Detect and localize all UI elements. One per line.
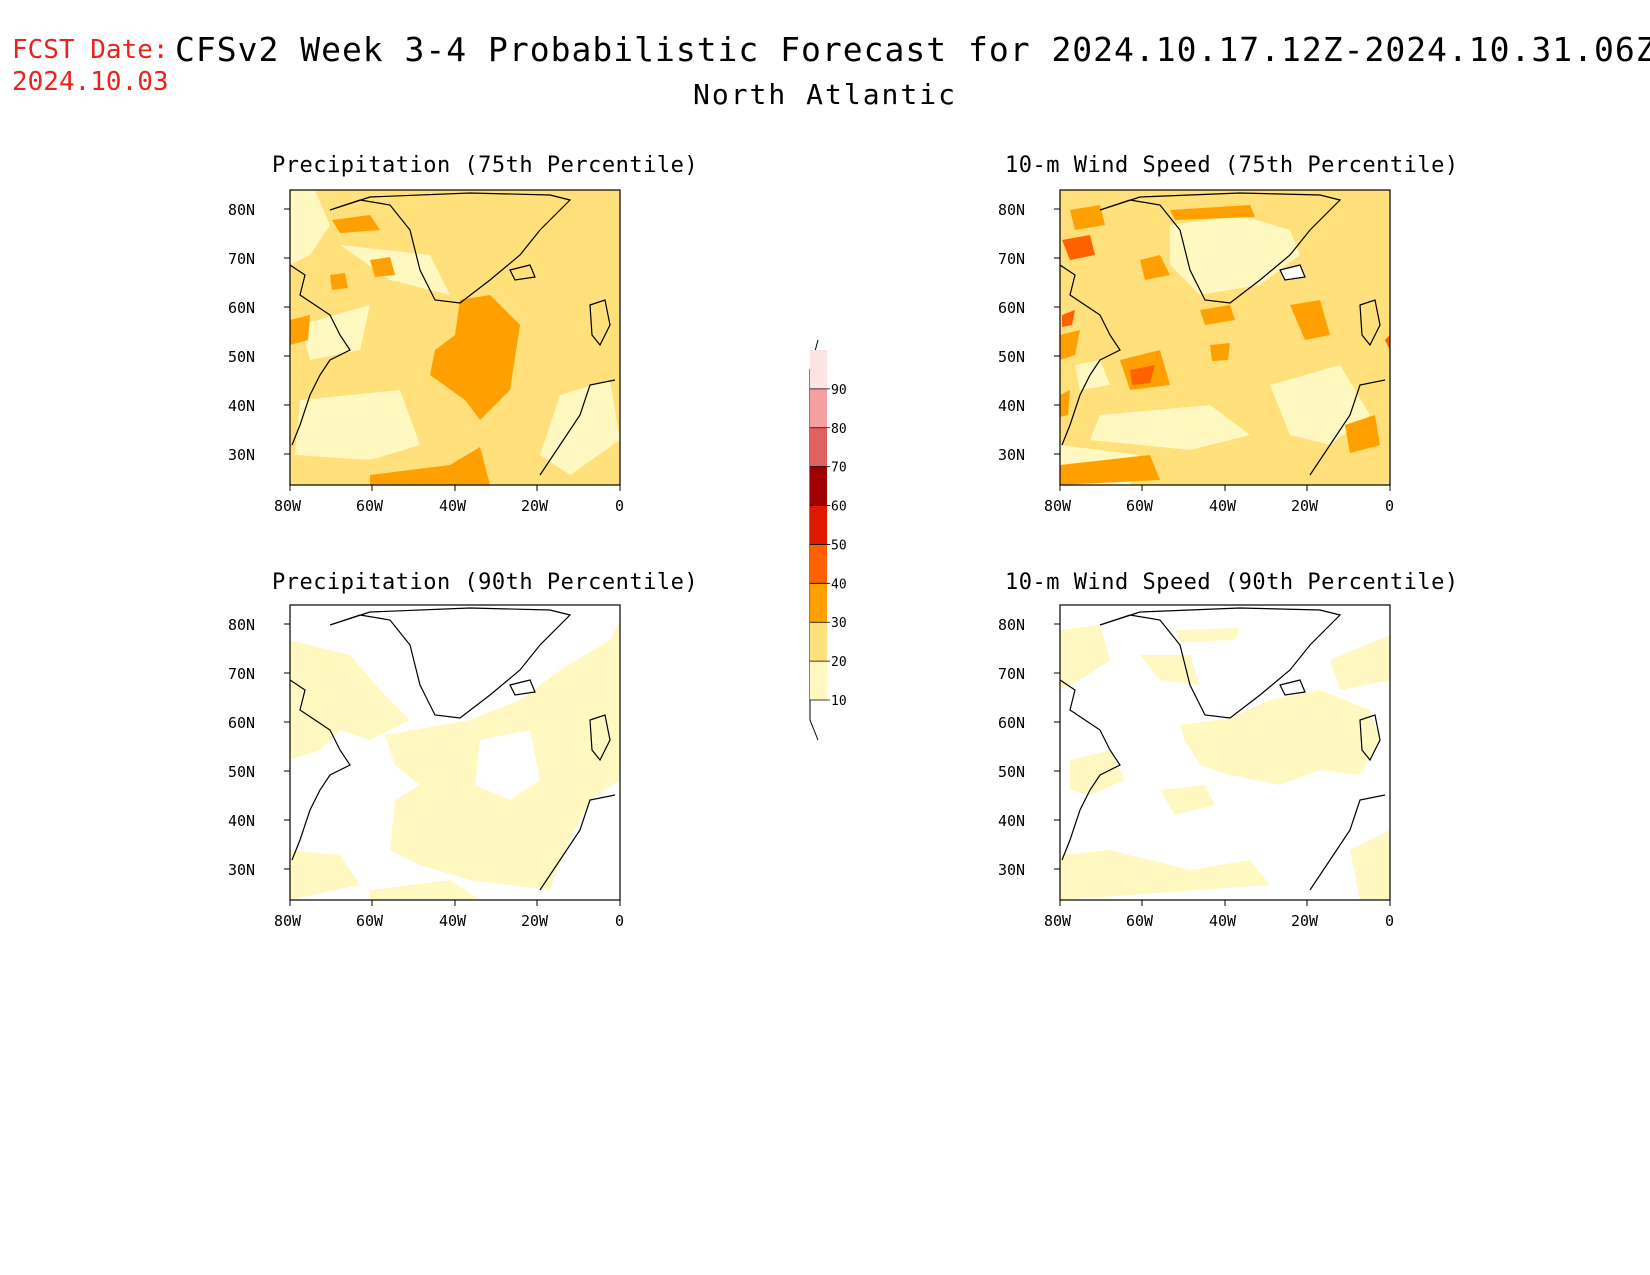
colorbar-box-3 xyxy=(810,544,827,584)
lat-tick-40n: 40N xyxy=(998,397,1025,415)
forecast-date-block: FCST Date: 2024.10.03 xyxy=(12,34,169,98)
colorbar-box-0 xyxy=(810,661,827,700)
colorbar-label-20: 20 xyxy=(831,655,847,670)
lat-tick-30n: 30N xyxy=(228,861,255,879)
lon-tick-80w: 80W xyxy=(1044,497,1072,515)
colorbar-label-60: 60 xyxy=(831,500,847,515)
lat-tick-60n: 60N xyxy=(998,299,1025,317)
colorbar-box-7 xyxy=(810,388,827,428)
colorbar-label-70: 70 xyxy=(831,461,847,476)
lat-tick-70n: 70N xyxy=(998,665,1025,683)
colorbar-label-80: 80 xyxy=(831,422,847,437)
lat-tick-40n: 40N xyxy=(228,397,255,415)
colorbar-label-50: 50 xyxy=(831,538,847,553)
lon-tick-80w: 80W xyxy=(274,912,302,930)
lon-axis: 80W 60W 40W 20W 0 xyxy=(274,485,624,515)
map-wind-75: 80N 70N 60N 50N 40N 30N 80W 60W 40W 20W … xyxy=(998,189,1394,515)
lon-tick-80w: 80W xyxy=(1044,912,1072,930)
lon-tick-40w: 40W xyxy=(1209,497,1237,515)
colorbar-label-40: 40 xyxy=(831,577,847,592)
lon-tick-0: 0 xyxy=(1385,912,1394,930)
lon-tick-20w: 20W xyxy=(521,912,549,930)
fcst-date-value: 2024.10.03 xyxy=(12,67,169,97)
lon-tick-40w: 40W xyxy=(439,497,467,515)
lon-tick-40w: 40W xyxy=(1209,912,1237,930)
region-title: North Atlantic xyxy=(692,78,957,111)
colorbar-box-1 xyxy=(810,622,827,662)
panel-title-wind-75: 10-m Wind Speed (75th Percentile) xyxy=(1005,153,1459,178)
panel-title-wind-90: 10-m Wind Speed (90th Percentile) xyxy=(1005,570,1459,595)
lat-tick-50n: 50N xyxy=(228,763,255,781)
lon-axis: 80W 60W 40W 20W 0 xyxy=(274,900,624,930)
lat-tick-70n: 70N xyxy=(228,250,255,268)
lat-tick-80n: 80N xyxy=(228,201,255,219)
map-precip-90: 80N 70N 60N 50N 40N 30N 80W 60W 40W 20W … xyxy=(228,604,624,930)
lon-tick-0: 0 xyxy=(615,912,624,930)
lat-tick-60n: 60N xyxy=(998,714,1025,732)
lon-tick-60w: 60W xyxy=(356,497,384,515)
lat-tick-60n: 60N xyxy=(228,299,255,317)
lat-tick-50n: 50N xyxy=(998,348,1025,366)
lat-tick-70n: 70N xyxy=(228,665,255,683)
colorbar-label-10: 10 xyxy=(831,694,847,709)
lat-tick-80n: 80N xyxy=(998,201,1025,219)
lat-tick-80n: 80N xyxy=(228,616,255,634)
lon-tick-60w: 60W xyxy=(1126,497,1154,515)
fcst-date-label: FCST Date: xyxy=(12,35,169,65)
panel-title-precip-90: Precipitation (90th Percentile) xyxy=(272,570,699,595)
lon-tick-0: 0 xyxy=(1385,497,1394,515)
lat-tick-30n: 30N xyxy=(228,446,255,464)
lat-tick-40n: 40N xyxy=(228,812,255,830)
lon-tick-20w: 20W xyxy=(1291,497,1319,515)
lat-axis: 80N 70N 60N 50N 40N 30N xyxy=(228,201,290,464)
lat-tick-70n: 70N xyxy=(998,250,1025,268)
colorbar: 10 20 30 40 50 60 70 80 90 xyxy=(809,339,847,741)
lat-tick-50n: 50N xyxy=(998,763,1025,781)
figure-title: CFSv2 Week 3-4 Probabilistic Forecast fo… xyxy=(175,30,1650,69)
lon-tick-60w: 60W xyxy=(356,912,384,930)
lat-axis: 80N 70N 60N 50N 40N 30N xyxy=(998,201,1060,464)
lat-tick-30n: 30N xyxy=(998,446,1025,464)
lon-tick-40w: 40W xyxy=(439,912,467,930)
lat-axis: 80N 70N 60N 50N 40N 30N xyxy=(998,616,1060,879)
colorbar-label-30: 30 xyxy=(831,616,847,631)
lat-tick-80n: 80N xyxy=(998,616,1025,634)
lon-tick-80w: 80W xyxy=(274,497,302,515)
lat-tick-40n: 40N xyxy=(998,812,1025,830)
colorbar-box-2 xyxy=(810,583,827,623)
lat-tick-50n: 50N xyxy=(228,348,255,366)
lon-tick-20w: 20W xyxy=(1291,912,1319,930)
colorbar-box-4 xyxy=(810,505,827,545)
lat-tick-60n: 60N xyxy=(228,714,255,732)
lat-tick-30n: 30N xyxy=(998,861,1025,879)
colorbar-label-90: 90 xyxy=(831,383,847,398)
map-wind-90: 80N 70N 60N 50N 40N 30N 80W 60W 40W 20W … xyxy=(998,604,1394,930)
colorbar-box-5 xyxy=(810,466,827,506)
colorbar-box-8 xyxy=(810,350,827,389)
lon-tick-0: 0 xyxy=(615,497,624,515)
lat-axis: 80N 70N 60N 50N 40N 30N xyxy=(228,616,290,879)
lon-axis: 80W 60W 40W 20W 0 xyxy=(1044,485,1394,515)
lon-tick-60w: 60W xyxy=(1126,912,1154,930)
panel-title-precip-75: Precipitation (75th Percentile) xyxy=(272,153,699,178)
lon-axis: 80W 60W 40W 20W 0 xyxy=(1044,900,1394,930)
lon-tick-20w: 20W xyxy=(521,497,549,515)
map-precip-75: 80N 70N 60N 50N 40N 30N 80W 60W 40W 20W … xyxy=(228,189,624,515)
colorbar-box-6 xyxy=(810,427,827,467)
